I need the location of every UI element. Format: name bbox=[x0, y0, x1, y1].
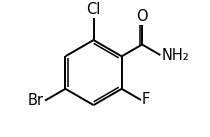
Text: O: O bbox=[136, 9, 148, 24]
Text: Br: Br bbox=[28, 93, 44, 108]
Text: F: F bbox=[142, 92, 150, 108]
Text: NH₂: NH₂ bbox=[161, 48, 189, 63]
Text: Cl: Cl bbox=[86, 2, 101, 17]
